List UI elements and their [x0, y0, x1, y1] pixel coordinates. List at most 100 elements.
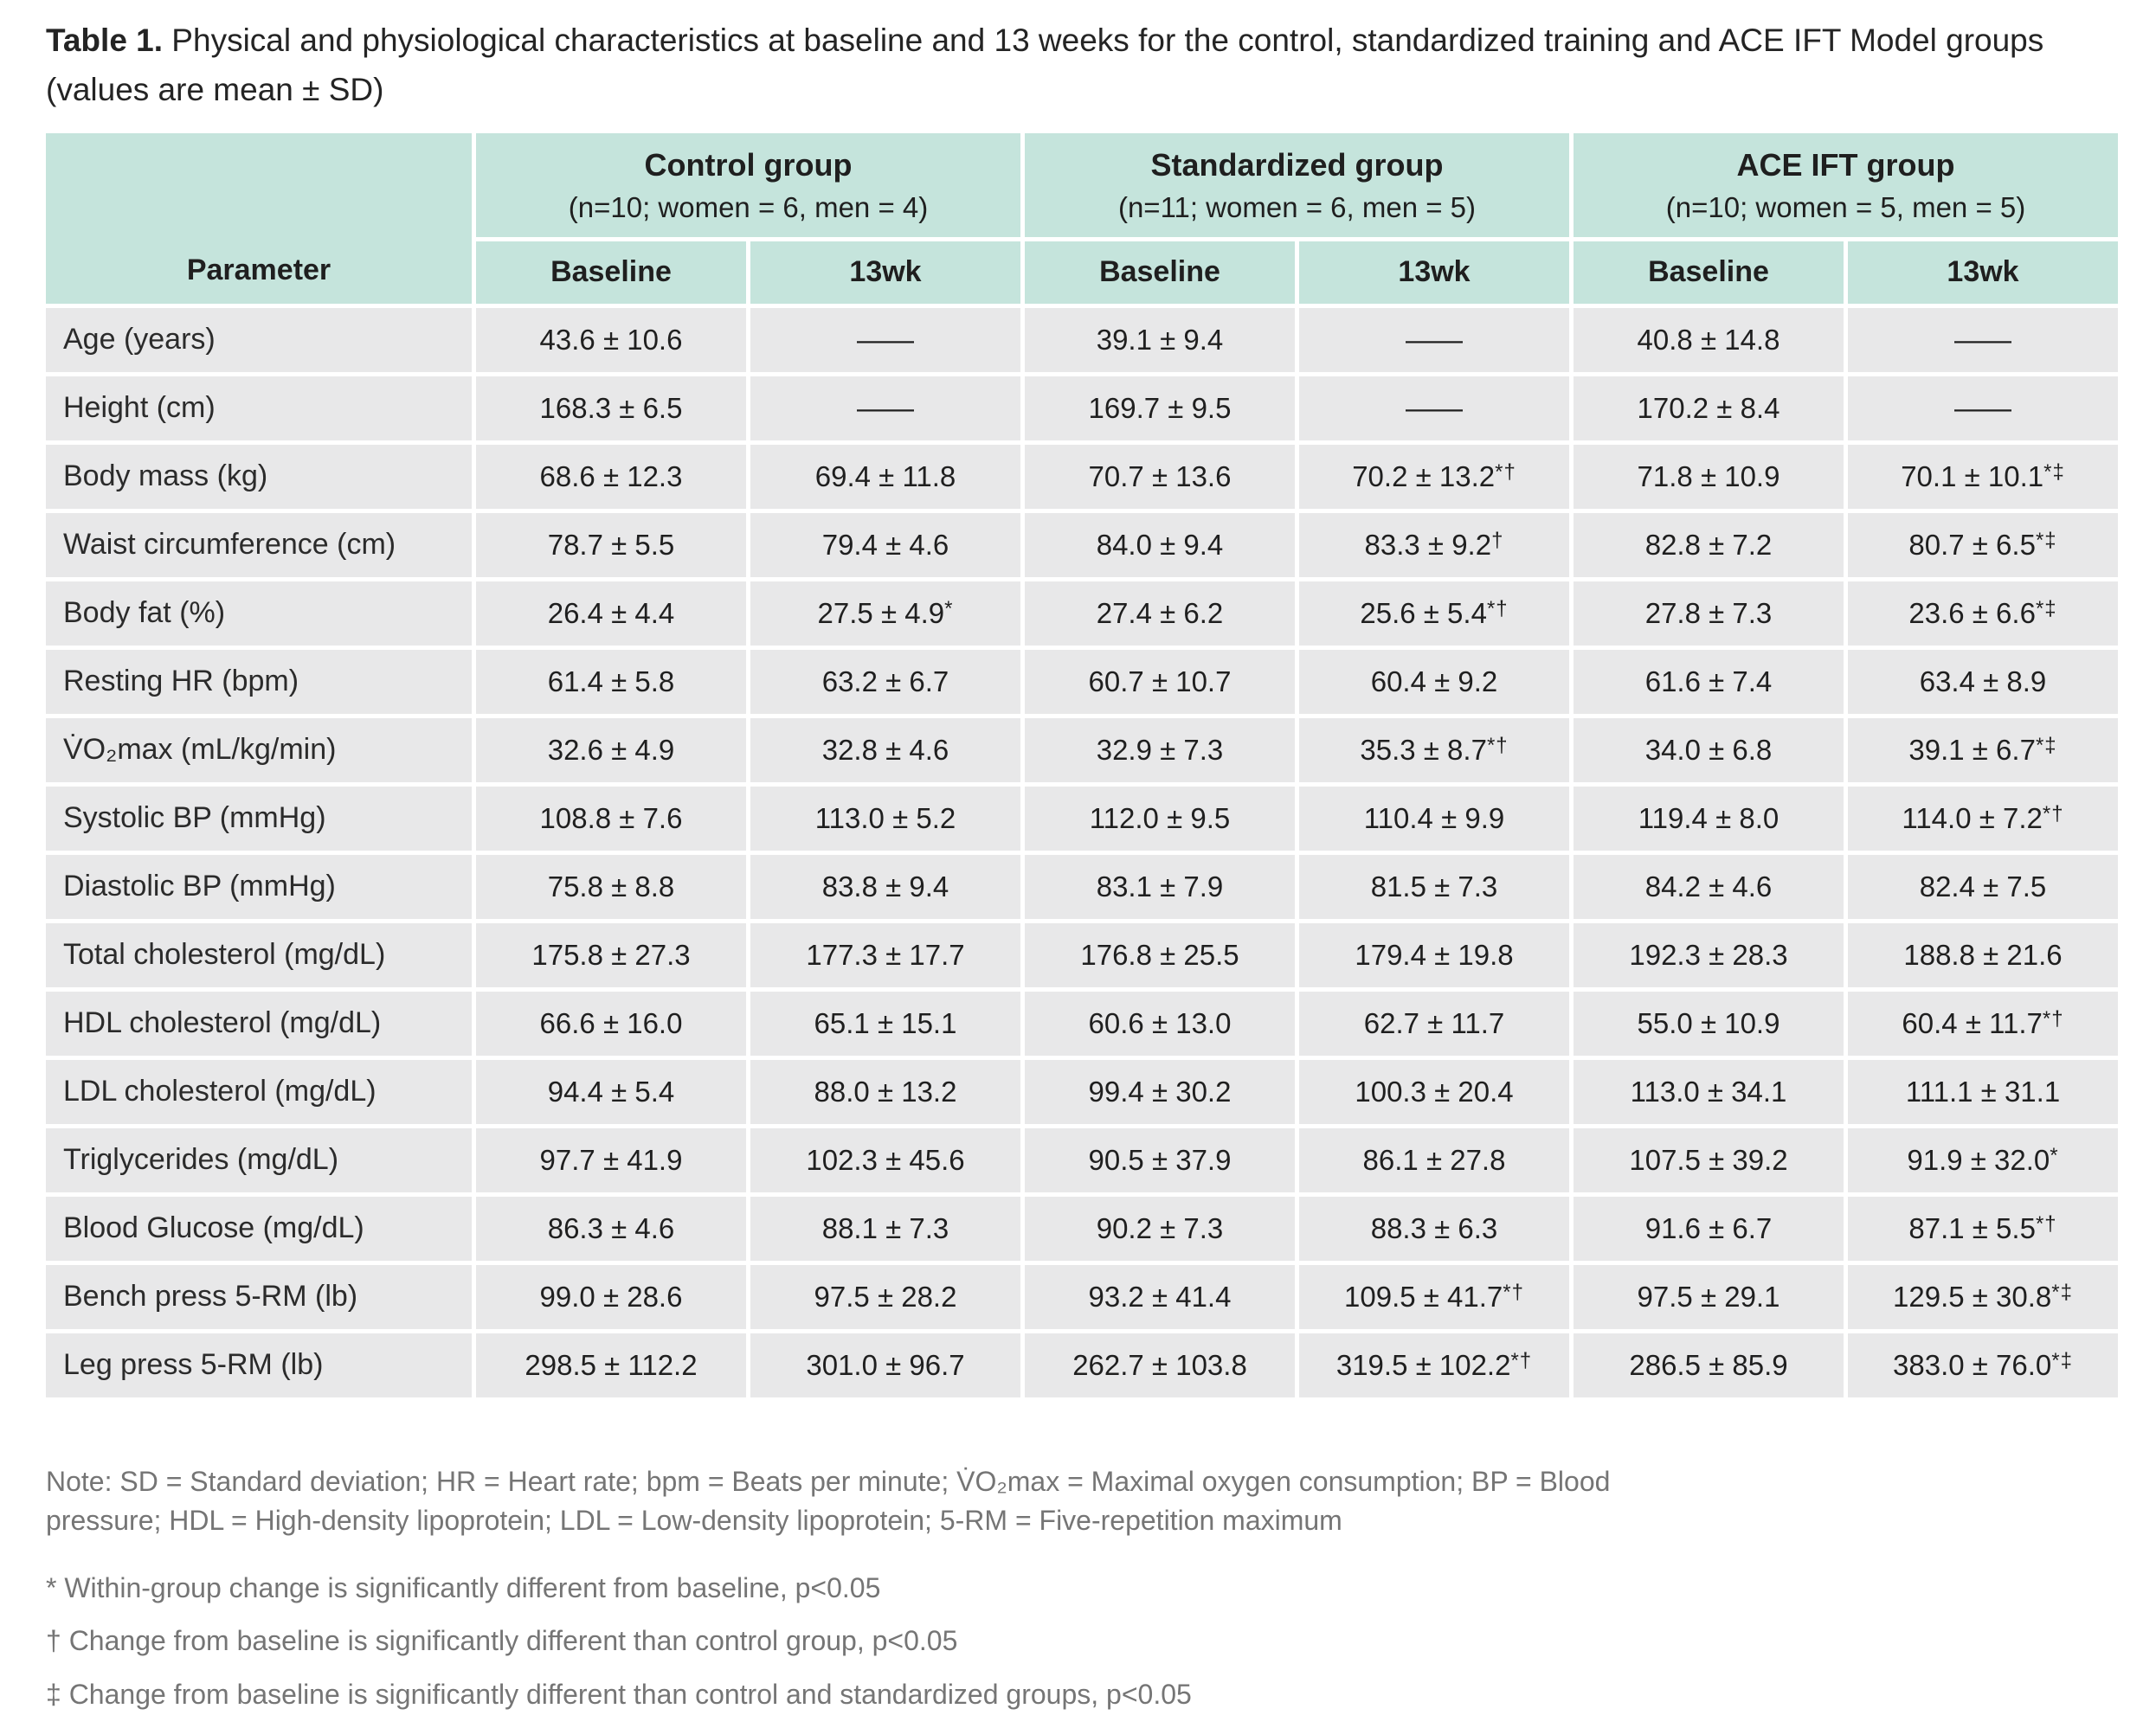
value-text: 119.4 ± 8.0 — [1638, 801, 1780, 834]
value-cell: 93.2 ± 41.4 — [1025, 1264, 1295, 1329]
value-text: 84.0 ± 9.4 — [1096, 528, 1224, 561]
value-text: 298.5 ± 112.2 — [525, 1348, 698, 1381]
value-cell: 107.5 ± 39.2 — [1574, 1127, 1844, 1192]
value-cell: 32.9 ± 7.3 — [1025, 717, 1295, 782]
value-cell: 70.1 ± 10.1*‡ — [1848, 444, 2118, 509]
value-text: 83.1 ± 7.9 — [1096, 870, 1224, 903]
parameter-cell: Leg press 5-RM (lb) — [46, 1333, 472, 1397]
value-text: —— — [1954, 391, 2011, 424]
table-row: V̇O₂max (mL/kg/min) 32.6 ± 4.9 32.8 ± 4.6 3… — [46, 717, 2118, 782]
value-cell: 91.9 ± 32.0* — [1848, 1127, 2118, 1192]
significance-marker: *‡ — [2043, 459, 2065, 484]
significance-marker: *† — [1486, 596, 1509, 620]
value-text: 43.6 ± 10.6 — [539, 323, 683, 356]
value-cell: 40.8 ± 14.8 — [1574, 307, 1844, 372]
value-text: 39.1 ± 9.4 — [1096, 323, 1224, 356]
parameter-cell: LDL cholesterol (mg/dL) — [46, 1059, 472, 1124]
value-cell: 168.3 ± 6.5 — [476, 376, 746, 440]
value-text: 179.4 ± 19.8 — [1355, 938, 1514, 971]
value-text: —— — [1954, 323, 2011, 356]
value-cell: 78.7 ± 5.5 — [476, 512, 746, 577]
subheader-baseline: Baseline — [476, 241, 746, 304]
significance-marker: *‡ — [2051, 1348, 2073, 1372]
parameter-column-header: Parameter — [46, 132, 472, 304]
value-text: 32.8 ± 4.6 — [821, 733, 949, 766]
table-row: Age (years) 43.6 ± 10.6 —— 39.1 ± 9.4 —— 40.8… — [46, 307, 2118, 372]
value-text: 102.3 ± 45.6 — [806, 1143, 965, 1176]
value-cell: 99.4 ± 30.2 — [1025, 1059, 1295, 1124]
value-text: 90.2 ± 7.3 — [1096, 1211, 1224, 1244]
value-text: 113.0 ± 34.1 — [1630, 1075, 1787, 1108]
subheader-13wk: 13wk — [1299, 241, 1569, 304]
characteristics-table-wrap: Parameter Control group (n=10; women = 6… — [42, 129, 2125, 1402]
value-text: 129.5 ± 30.8 — [1893, 1280, 2052, 1313]
value-cell: 84.2 ± 4.6 — [1574, 854, 1844, 919]
value-cell: 61.4 ± 5.8 — [476, 649, 746, 714]
group-detail: (n=10; women = 6, men = 4) — [568, 191, 929, 224]
group-header-standardized: Standardized group (n=11; women = 6, men… — [1025, 132, 1569, 237]
value-cell: 32.8 ± 4.6 — [750, 717, 1020, 782]
parameter-cell: Total cholesterol (mg/dL) — [46, 922, 472, 987]
value-cell: 109.5 ± 41.7*† — [1299, 1264, 1569, 1329]
value-text: 75.8 ± 8.8 — [547, 870, 675, 903]
value-text: 86.1 ± 27.8 — [1362, 1143, 1506, 1176]
value-cell: 79.4 ± 4.6 — [750, 512, 1020, 577]
subheader-baseline: Baseline — [1025, 241, 1295, 304]
value-text: 70.2 ± 13.2 — [1352, 459, 1496, 492]
value-text: 175.8 ± 27.3 — [531, 938, 691, 971]
value-cell: 177.3 ± 17.7 — [750, 922, 1020, 987]
significance-marker: *† — [2042, 801, 2064, 825]
value-cell: 68.6 ± 12.3 — [476, 444, 746, 509]
table-row: Total cholesterol (mg/dL) 175.8 ± 27.3 177… — [46, 922, 2118, 987]
value-text: 70.1 ± 10.1 — [1901, 459, 2044, 492]
value-text: 83.8 ± 9.4 — [821, 870, 949, 903]
value-cell: 69.4 ± 11.8 — [750, 444, 1020, 509]
value-cell: —— — [1299, 376, 1569, 440]
significance-marker: *‡ — [2051, 1280, 2073, 1304]
parameter-cell: Height (cm) — [46, 376, 472, 440]
value-cell: 170.2 ± 8.4 — [1574, 376, 1844, 440]
value-text: 61.4 ± 5.8 — [547, 665, 675, 697]
value-text: 60.6 ± 13.0 — [1088, 1006, 1232, 1039]
value-text: 286.5 ± 85.9 — [1629, 1348, 1788, 1381]
value-text: 79.4 ± 4.6 — [821, 528, 949, 561]
value-text: 82.8 ± 7.2 — [1644, 528, 1773, 561]
value-text: 78.7 ± 5.5 — [547, 528, 675, 561]
group-detail: (n=11; women = 6, men = 5) — [1117, 191, 1477, 224]
group-header-ace-ift: ACE IFT group (n=10; women = 5, men = 5) — [1574, 132, 2118, 237]
value-cell: 110.4 ± 9.9 — [1299, 786, 1569, 851]
value-cell: 99.0 ± 28.6 — [476, 1264, 746, 1329]
value-cell: 66.6 ± 16.0 — [476, 991, 746, 1056]
value-text: 109.5 ± 41.7 — [1344, 1280, 1503, 1313]
value-text: 262.7 ± 103.8 — [1072, 1348, 1247, 1381]
value-text: 113.0 ± 5.2 — [814, 801, 956, 834]
value-cell: 32.6 ± 4.9 — [476, 717, 746, 782]
value-cell: 301.0 ± 96.7 — [750, 1333, 1020, 1397]
value-cell: 43.6 ± 10.6 — [476, 307, 746, 372]
table-header: Parameter Control group (n=10; women = 6… — [46, 132, 2118, 304]
characteristics-table: Parameter Control group (n=10; women = 6… — [42, 129, 2122, 1402]
value-text: 68.6 ± 12.3 — [539, 459, 683, 492]
value-cell: 97.5 ± 28.2 — [750, 1264, 1020, 1329]
value-text: 88.3 ± 6.3 — [1370, 1211, 1498, 1244]
value-cell: 262.7 ± 103.8 — [1025, 1333, 1295, 1397]
value-text: 60.4 ± 9.2 — [1370, 665, 1498, 697]
parameter-cell: HDL cholesterol (mg/dL) — [46, 991, 472, 1056]
subheader-13wk: 13wk — [750, 241, 1020, 304]
value-cell: 35.3 ± 8.7*† — [1299, 717, 1569, 782]
value-cell: 63.2 ± 6.7 — [750, 649, 1020, 714]
value-text: 27.5 ± 4.9 — [817, 596, 945, 629]
value-cell: 55.0 ± 10.9 — [1574, 991, 1844, 1056]
value-cell: 113.0 ± 34.1 — [1574, 1059, 1844, 1124]
value-cell: 84.0 ± 9.4 — [1025, 512, 1295, 577]
value-text: 170.2 ± 8.4 — [1637, 391, 1780, 424]
value-cell: 65.1 ± 15.1 — [750, 991, 1020, 1056]
significance-marker: *† — [1510, 1348, 1533, 1372]
value-cell: 383.0 ± 76.0*‡ — [1848, 1333, 2118, 1397]
value-text: 32.9 ± 7.3 — [1096, 733, 1224, 766]
significance-marker: *‡ — [2035, 733, 2057, 757]
value-cell: 129.5 ± 30.8*‡ — [1848, 1264, 2118, 1329]
parameter-cell: Body mass (kg) — [46, 444, 472, 509]
value-cell: 286.5 ± 85.9 — [1574, 1333, 1844, 1397]
value-cell: 60.6 ± 13.0 — [1025, 991, 1295, 1056]
